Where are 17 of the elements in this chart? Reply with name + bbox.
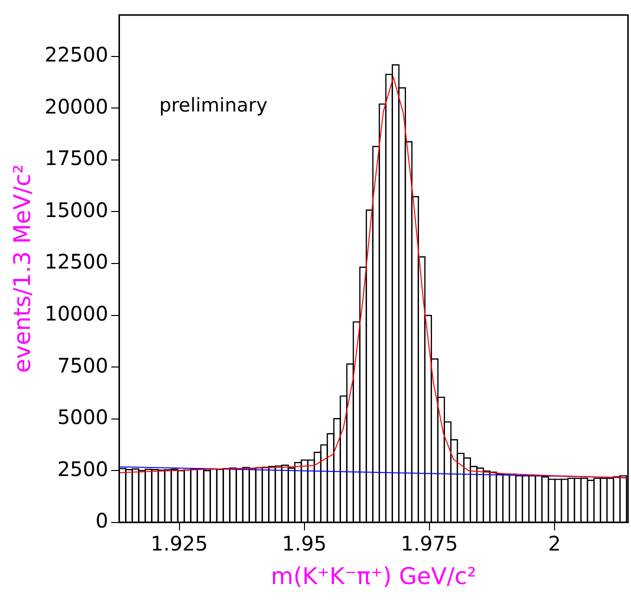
y-tick-label: 15000 <box>44 198 108 222</box>
y-tick-label: 2500 <box>57 456 108 481</box>
x-tick-label: 2 <box>548 532 561 556</box>
y-tick-label: 22500 <box>44 42 108 67</box>
y-tick-label: 20000 <box>44 94 108 118</box>
x-tick-label: 1.925 <box>150 532 208 556</box>
x-tick-label: 1.95 <box>282 532 327 556</box>
y-tick-label: 0 <box>95 508 108 533</box>
x-tick-label: 1.975 <box>400 532 458 556</box>
y-axis-title: events/1.3 MeV/c² <box>10 164 36 373</box>
y-tick-label: 12500 <box>44 250 108 274</box>
y-tick-label: 10000 <box>44 302 108 326</box>
x-axis-title: m(K⁺K⁻π⁺) GeV/c² <box>270 564 476 590</box>
y-tick-label: 17500 <box>44 146 108 170</box>
y-tick-label: 5000 <box>57 405 108 430</box>
annotation: preliminary <box>159 94 268 116</box>
y-tick-label: 7500 <box>57 353 108 378</box>
